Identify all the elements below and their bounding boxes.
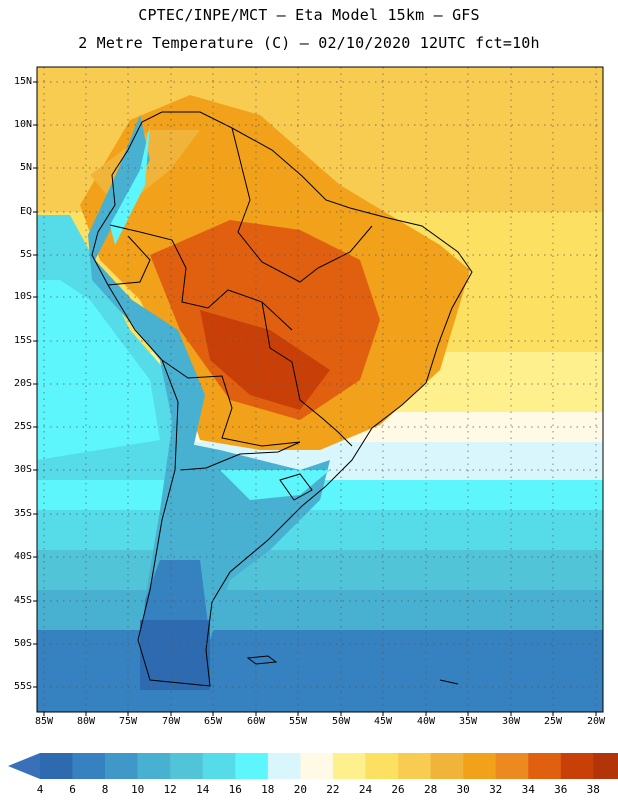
colorbar-swatch <box>267 753 301 779</box>
map-subtitle: 2 Metre Temperature (C) – 02/10/2020 12U… <box>78 34 540 52</box>
colorbar-swatch <box>170 753 204 779</box>
colorbar-swatch <box>40 753 73 779</box>
colorbar-label: 6 <box>69 783 76 796</box>
lat-label: 10N <box>13 119 32 130</box>
lat-label: 10S <box>13 291 32 302</box>
map-frame <box>36 66 604 713</box>
colorbar-label: 20 <box>293 783 308 796</box>
lon-label: 45W <box>373 716 393 727</box>
lon-label: 40W <box>416 716 436 727</box>
lon-label: 70W <box>161 716 181 727</box>
colorbar-label: 16 <box>228 783 242 796</box>
lat-label: 35S <box>13 508 32 519</box>
lat-label: 50S <box>13 638 32 649</box>
colorbar-label: 30 <box>456 783 470 796</box>
lat-label: 5S <box>19 249 32 260</box>
map-field <box>37 67 603 712</box>
lon-label: 30W <box>501 716 521 727</box>
lat-label: 5N <box>19 162 32 173</box>
colorbar-label: 14 <box>196 783 210 796</box>
colorbar-swatch <box>398 753 431 779</box>
colorbar-swatch <box>495 753 529 779</box>
colorbar-swatch <box>235 753 269 779</box>
colorbar-swatch <box>528 753 562 779</box>
colorbar-swatch <box>332 753 366 779</box>
colorbar-label: 38 <box>586 783 600 796</box>
lat-label: 15N <box>13 76 32 87</box>
colorbar-label: 26 <box>391 783 405 796</box>
colorbar-label: 12 <box>163 783 177 796</box>
lon-label: 85W <box>34 716 54 727</box>
colorbar-label: 24 <box>358 783 373 796</box>
lat-label: 25S <box>13 421 32 432</box>
lat-label: EQ <box>19 206 32 217</box>
lat-label: 15S <box>13 335 32 346</box>
colorbar-swatch <box>365 753 399 779</box>
colorbar-swatch <box>430 753 464 779</box>
lon-label: 50W <box>331 716 351 727</box>
colorbar <box>8 753 618 779</box>
colorbar-swatch <box>105 753 138 779</box>
lat-label: 30S <box>13 464 32 475</box>
lat-label: 45S <box>13 595 32 606</box>
colorbar-label: 22 <box>326 783 340 796</box>
lon-label: 60W <box>246 716 266 727</box>
colorbar-end-left <box>8 753 40 779</box>
colorbar-label: 36 <box>554 783 568 796</box>
lat-label: 40S <box>13 551 32 562</box>
colorbar-label: 4 <box>36 783 44 796</box>
lon-label: 75W <box>118 716 138 727</box>
lon-label: 20W <box>586 716 606 727</box>
colorbar-label: 32 <box>489 783 503 796</box>
map-title: CPTEC/INPE/MCT – Eta Model 15km – GFS <box>138 6 480 24</box>
colorbar-swatch <box>202 753 236 779</box>
lat-label: 55S <box>13 681 32 692</box>
colorbar-swatch <box>593 753 618 779</box>
colorbar-swatch <box>72 753 106 779</box>
lon-label: 65W <box>203 716 223 727</box>
lon-label: 35W <box>458 716 478 727</box>
colorbar-swatch <box>560 753 594 779</box>
axis-ticks <box>33 81 597 716</box>
colorbar-label: 18 <box>261 783 275 796</box>
colorbar-swatch <box>137 753 171 779</box>
lat-label: 20S <box>13 378 32 389</box>
colorbar-label: 34 <box>521 783 535 796</box>
lon-label: 55W <box>288 716 308 727</box>
colorbar-label: 8 <box>101 783 109 796</box>
colorbar-swatch <box>463 753 496 779</box>
colorbar-label: 28 <box>423 783 438 796</box>
lon-label: 80W <box>76 716 96 727</box>
colorbar-swatch <box>300 753 334 779</box>
lon-label: 25W <box>543 716 563 727</box>
colorbar-label: 10 <box>130 783 145 796</box>
